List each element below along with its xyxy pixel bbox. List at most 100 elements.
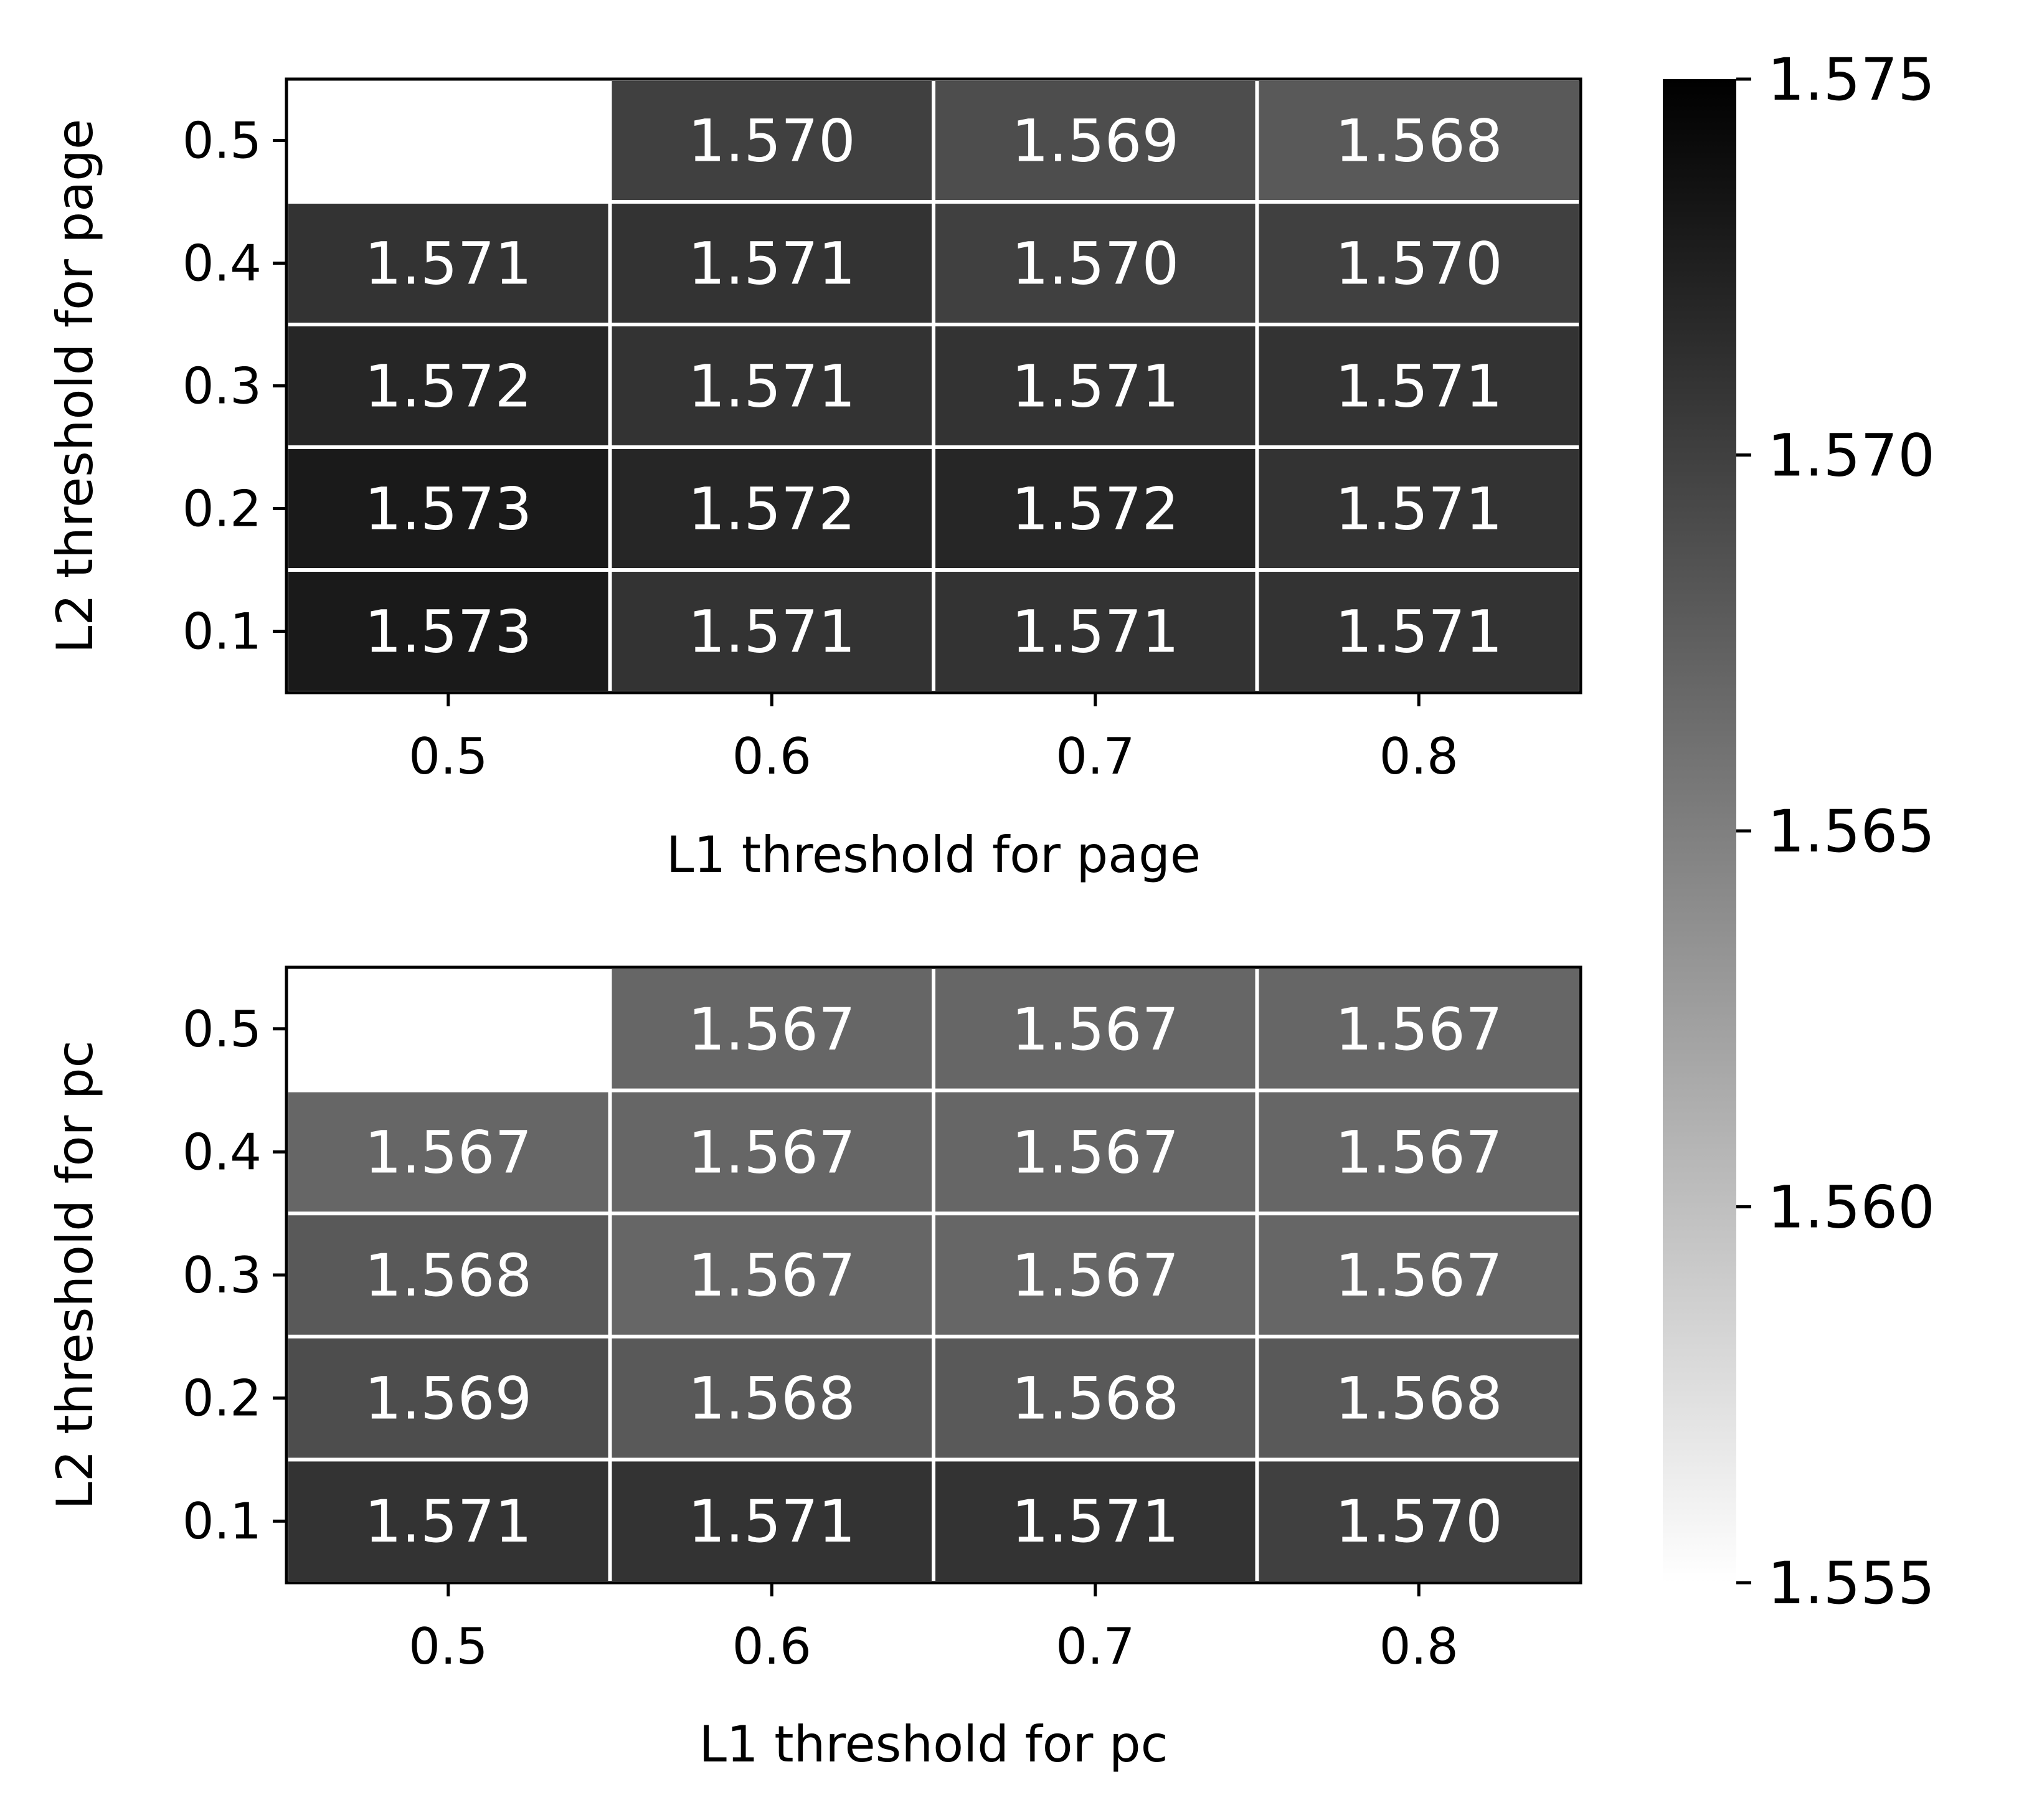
heatmap-cell-label: 1.567 bbox=[1011, 1242, 1179, 1310]
heatmap-cell-label: 1.571 bbox=[1011, 353, 1179, 421]
heatmap-cell bbox=[1259, 449, 1579, 568]
heatmap-cell-label: 1.567 bbox=[364, 1119, 532, 1187]
heatmap-page-x-ticks: 0.5 0.6 0.7 0.8 bbox=[409, 693, 1459, 785]
heatmap-cell-label: 1.570 bbox=[1335, 1488, 1503, 1556]
heatmap-cell-label: 1.572 bbox=[1011, 476, 1179, 544]
heatmap-cell-label: 1.571 bbox=[1335, 599, 1503, 666]
heatmap-cell-label: 1.568 bbox=[1335, 1365, 1503, 1433]
heatmap-cell-label: 1.572 bbox=[688, 476, 856, 544]
x-tick-label: 0.8 bbox=[1379, 1618, 1459, 1675]
heatmap-cell bbox=[935, 1338, 1256, 1458]
heatmap-cell-label: 1.567 bbox=[688, 1242, 856, 1310]
heatmap-cell-label: 1.568 bbox=[364, 1242, 532, 1310]
heatmap-cell-label: 1.567 bbox=[1335, 996, 1503, 1064]
heatmap-cell bbox=[612, 1338, 932, 1458]
heatmap-cell-label: 1.571 bbox=[1335, 476, 1503, 544]
y-tick-label: 0.3 bbox=[182, 1246, 262, 1304]
heatmap-cell-label: 1.573 bbox=[364, 476, 532, 544]
heatmap-cell bbox=[612, 1461, 932, 1581]
colorbar-tick-label: 1.560 bbox=[1767, 1174, 1935, 1242]
heatmap-cell-label: 1.567 bbox=[1335, 1242, 1503, 1310]
x-tick-label: 0.8 bbox=[1379, 728, 1459, 785]
heatmap-cell-label: 1.571 bbox=[688, 599, 856, 666]
y-tick-label: 0.4 bbox=[182, 235, 262, 293]
heatmap-pc-x-axis-label: L1 threshold for pc bbox=[699, 1715, 1168, 1773]
heatmap-cell bbox=[612, 1215, 932, 1335]
heatmap-cell-label: 1.571 bbox=[1011, 599, 1179, 666]
heatmap-cell-label: 1.571 bbox=[364, 230, 532, 298]
colorbar: 1.575 1.570 1.565 1.560 1.555 bbox=[1663, 46, 1935, 1618]
heatmap-cell bbox=[612, 572, 932, 691]
heatmap-cell bbox=[935, 1215, 1256, 1335]
y-tick-label: 0.2 bbox=[182, 480, 262, 538]
colorbar-tick-label: 1.570 bbox=[1767, 422, 1935, 490]
heatmap-page: 1.573 1.571 1.571 1.571 1.573 1.572 1.572 1.571… bbox=[46, 77, 1582, 884]
heatmap-cell-label: 1.569 bbox=[364, 1365, 532, 1433]
heatmap-cell-label: 1.567 bbox=[688, 1119, 856, 1187]
heatmap-cell-label: 1.571 bbox=[688, 353, 856, 421]
heatmap-cell bbox=[1259, 572, 1579, 691]
heatmap-cell bbox=[612, 204, 932, 323]
x-tick-label: 0.5 bbox=[409, 1618, 488, 1675]
heatmap-cell bbox=[935, 572, 1256, 691]
heatmap-cell-label: 1.573 bbox=[364, 599, 532, 666]
heatmap-cell bbox=[1259, 1338, 1579, 1458]
heatmap-pc: 1.571 1.571 1.571 1.570 1.569 1.568 1.568 1.568… bbox=[46, 965, 1582, 1773]
heatmap-pc-y-axis-label: L2 threshold for pc bbox=[46, 1040, 104, 1509]
heatmap-cell-label: 1.571 bbox=[1011, 1488, 1179, 1556]
heatmap-cell-label: 1.569 bbox=[1011, 108, 1179, 176]
heatmap-cell bbox=[288, 1092, 608, 1212]
heatmap-cell bbox=[1259, 81, 1579, 200]
heatmap-cell bbox=[935, 1461, 1256, 1581]
heatmap-cell bbox=[935, 81, 1256, 200]
heatmap-cell-label: 1.571 bbox=[688, 230, 856, 298]
heatmap-cell-label: 1.567 bbox=[1335, 1119, 1503, 1187]
heatmap-cell bbox=[612, 1092, 932, 1212]
heatmap-cell bbox=[288, 326, 608, 445]
heatmap-cell bbox=[1259, 326, 1579, 445]
heatmap-cell-label: 1.568 bbox=[1011, 1365, 1179, 1433]
heatmap-cell bbox=[935, 969, 1256, 1089]
heatmap-pc-x-ticks: 0.5 0.6 0.7 0.8 bbox=[409, 1583, 1459, 1675]
heatmap-cell-label: 1.568 bbox=[1335, 108, 1503, 176]
heatmap-cell bbox=[288, 1461, 608, 1581]
heatmap-cell-label: 1.570 bbox=[1335, 230, 1503, 298]
heatmap-cell bbox=[288, 449, 608, 568]
colorbar-ticks: 1.575 1.570 1.565 1.560 1.555 bbox=[1736, 46, 1935, 1618]
y-tick-label: 0.5 bbox=[182, 1000, 262, 1058]
heatmap-cell bbox=[935, 1092, 1256, 1212]
y-tick-label: 0.4 bbox=[182, 1123, 262, 1181]
heatmap-cell bbox=[1259, 1092, 1579, 1212]
heatmap-cell bbox=[612, 449, 932, 568]
heatmap-cell bbox=[612, 81, 932, 200]
y-tick-label: 0.3 bbox=[182, 358, 262, 415]
heatmap-cell-label: 1.571 bbox=[1335, 353, 1503, 421]
heatmap-cell bbox=[1259, 969, 1579, 1089]
heatmap-pc-cells bbox=[288, 969, 1579, 1581]
heatmap-cell bbox=[612, 969, 932, 1089]
x-tick-label: 0.5 bbox=[409, 728, 488, 785]
y-tick-label: 0.5 bbox=[182, 112, 262, 170]
x-tick-label: 0.6 bbox=[732, 728, 811, 785]
heatmap-cell bbox=[288, 1215, 608, 1335]
heatmap-cell-label: 1.570 bbox=[1011, 230, 1179, 298]
y-tick-label: 0.2 bbox=[182, 1370, 262, 1428]
heatmap-page-y-ticks: 0.1 0.2 0.3 0.4 0.5 bbox=[182, 112, 286, 661]
heatmap-cell-label: 1.572 bbox=[364, 353, 532, 421]
heatmap-pc-cell-labels: 1.571 1.571 1.571 1.570 1.569 1.568 1.568 1.568… bbox=[364, 996, 1503, 1556]
heatmap-cell bbox=[288, 204, 608, 323]
heatmap-pc-y-ticks: 0.1 0.2 0.3 0.4 0.5 bbox=[182, 1000, 286, 1550]
heatmap-cell bbox=[1259, 204, 1579, 323]
heatmap-cell bbox=[935, 204, 1256, 323]
y-tick-label: 0.1 bbox=[182, 603, 262, 661]
heatmap-cell bbox=[935, 449, 1256, 568]
heatmap-cell-label: 1.567 bbox=[1011, 996, 1179, 1064]
colorbar-tick-label: 1.575 bbox=[1767, 46, 1935, 114]
y-tick-label: 0.1 bbox=[182, 1492, 262, 1550]
heatmap-cell-label: 1.571 bbox=[688, 1488, 856, 1556]
heatmap-page-cell-labels: 1.573 1.571 1.571 1.571 1.573 1.572 1.572 1.571… bbox=[364, 108, 1503, 666]
heatmap-page-x-axis-label: L1 threshold for page bbox=[666, 826, 1201, 884]
heatmap-cell-label: 1.567 bbox=[1011, 1119, 1179, 1187]
heatmap-page-cells bbox=[288, 81, 1579, 691]
